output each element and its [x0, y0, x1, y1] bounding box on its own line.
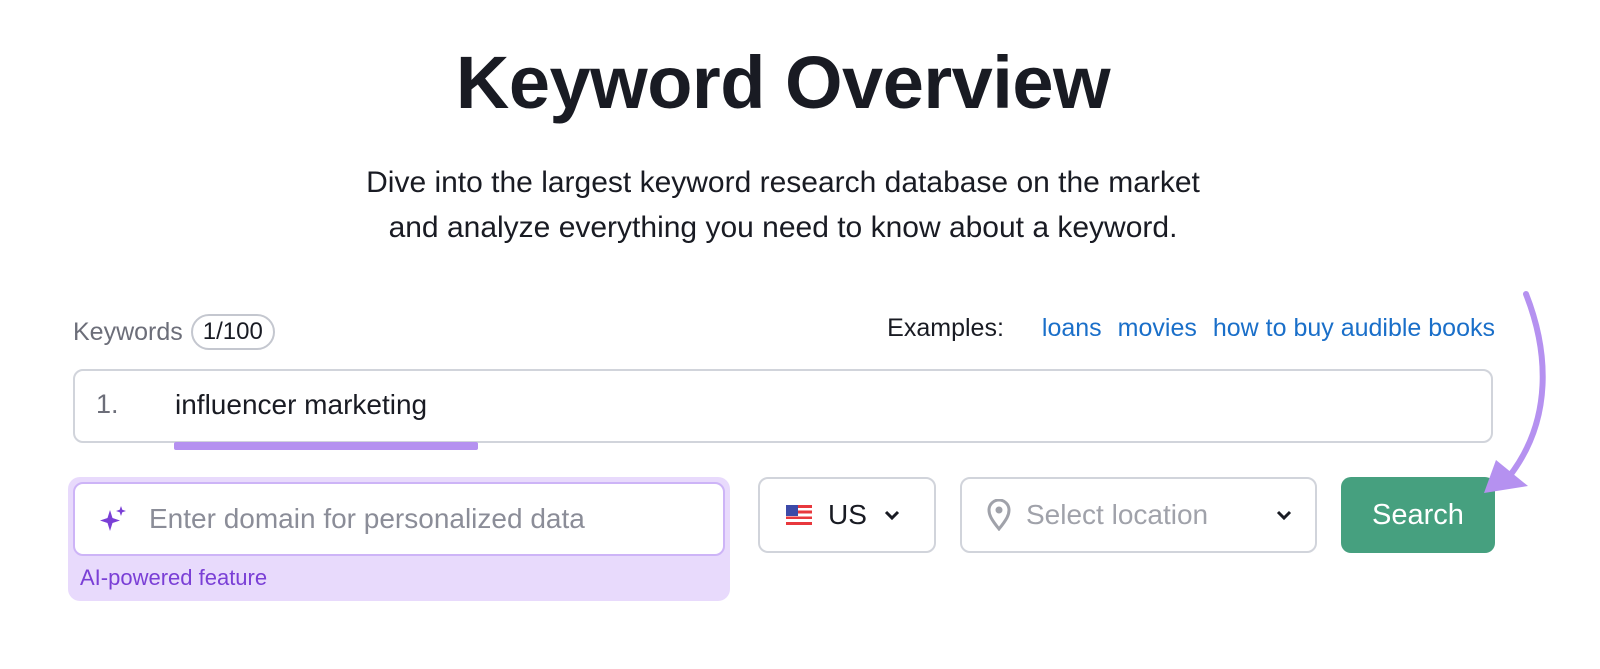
- domain-field[interactable]: [73, 482, 725, 556]
- us-flag-icon: [786, 505, 812, 525]
- location-select[interactable]: Select location: [960, 477, 1317, 553]
- keyword-value[interactable]: influencer marketing: [175, 389, 428, 420]
- domain-input[interactable]: [147, 502, 691, 536]
- chevron-down-icon: [1276, 510, 1292, 521]
- example-link-movies[interactable]: movies: [1117, 314, 1197, 342]
- country-select[interactable]: US: [758, 477, 936, 553]
- keywords-input[interactable]: [73, 369, 1493, 443]
- keywords-label: Keywords 1/100: [73, 314, 275, 350]
- location-placeholder: Select location: [1026, 499, 1209, 530]
- page-subtitle: Dive into the largest keyword research d…: [0, 160, 1566, 250]
- country-value: US: [828, 499, 867, 530]
- keywords-label-text: Keywords: [73, 317, 183, 346]
- map-pin-icon: [987, 499, 1011, 531]
- example-link-loans[interactable]: loans: [1041, 314, 1102, 342]
- page-title: Keyword Overview: [455, 41, 1111, 124]
- highlight-underline: [174, 442, 478, 450]
- search-button[interactable]: Search: [1341, 477, 1495, 553]
- examples: Examples: loans movies how to buy audibl…: [887, 314, 1495, 343]
- sparkle-icon: [100, 506, 126, 531]
- examples-label: Examples:: [887, 314, 1004, 342]
- keyword-row-number: 1.: [96, 389, 119, 419]
- chevron-down-icon: [884, 510, 899, 521]
- annotation-arrow-icon: [1484, 291, 1546, 493]
- subtitle-line: and analyze everything you need to know …: [388, 211, 1178, 244]
- ai-powered-label: AI-powered feature: [80, 565, 268, 590]
- subtitle-line: Dive into the largest keyword research d…: [366, 166, 1200, 199]
- example-link-audible[interactable]: how to buy audible books: [1212, 314, 1495, 342]
- keywords-count-badge: 1/100: [190, 314, 275, 350]
